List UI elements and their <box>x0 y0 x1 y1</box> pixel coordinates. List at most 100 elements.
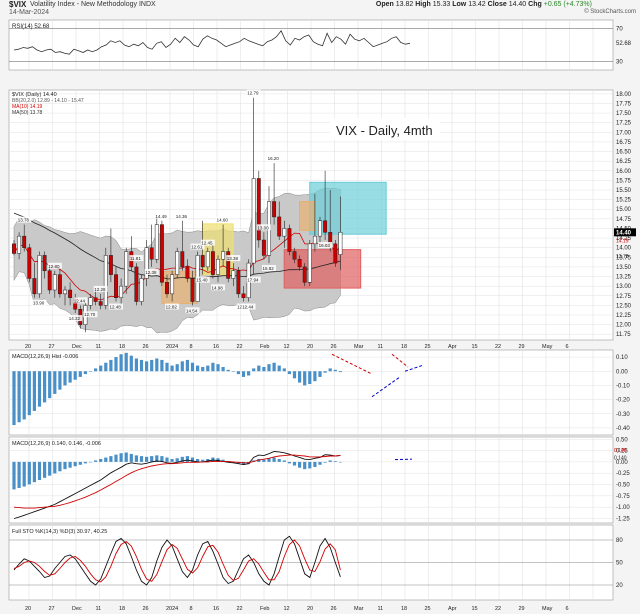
price-tick-label: 17.50 <box>616 111 632 117</box>
point-label: 12.45 <box>201 241 213 246</box>
point-label-bg <box>200 239 215 246</box>
point-label-bg <box>256 224 271 231</box>
candle-down <box>241 293 246 298</box>
macd-hist-tick-label: -0.20 <box>616 398 630 404</box>
macd-inner-bar <box>37 461 42 480</box>
candle-up <box>144 247 149 279</box>
price-x-tick-label: 16 <box>213 344 219 350</box>
macd-inner-bar <box>292 461 297 466</box>
price-x-tick-label: 15 <box>472 344 478 350</box>
macd-inner-bar <box>124 452 128 462</box>
point-label: 12.38 <box>145 270 157 275</box>
price-tick-label: 13.00 <box>616 284 632 290</box>
price-tick-label: 15.50 <box>616 188 632 194</box>
macd-hist-bar <box>247 371 251 376</box>
chg-value: +0.65 (+4.73%) <box>543 1 592 8</box>
macd-inner-bar <box>129 453 133 462</box>
chg-label: Chg <box>528 1 542 8</box>
macd-inner-bar <box>323 461 327 463</box>
point-label-bg <box>144 268 159 275</box>
macd-hist-bar <box>119 354 123 372</box>
macd-hist-bar <box>277 365 281 372</box>
point-label: 12.70 <box>84 312 96 317</box>
point-label-bg <box>262 265 276 272</box>
macd-inner-bar <box>78 461 82 465</box>
open-label: Open <box>375 1 394 8</box>
candle-down <box>292 251 297 260</box>
macd-inner-bar <box>160 456 164 462</box>
macd-hist-tick-label: -0.10 <box>616 383 630 389</box>
price-tick-label: 13.25 <box>616 275 632 281</box>
macd-hist-bar <box>338 371 342 373</box>
macd-inner-bar <box>155 455 159 462</box>
macd-hist-legend: MACD(12,26,9) Hist -0.006 <box>12 354 78 360</box>
macd-inner-bar <box>48 461 52 476</box>
macd-inner-bar <box>298 461 302 468</box>
price-tick-label: 12.75 <box>616 294 632 300</box>
candle-up <box>154 224 159 260</box>
macd-hist-bar <box>22 371 26 420</box>
macd-hist-bar <box>88 371 93 372</box>
price-x-tick-label: 20 <box>307 344 313 350</box>
candle-down <box>236 270 241 295</box>
candle-up <box>124 251 129 287</box>
point-label: 12.44 <box>74 298 86 303</box>
point-label: 12.82 <box>166 305 178 310</box>
price-tick-label: 11.75 <box>616 332 631 338</box>
bottom-x-tick-label: 12 <box>284 606 290 612</box>
candle-down <box>134 266 139 302</box>
point-label-bg <box>246 89 261 96</box>
point-label: 14.32 <box>69 316 81 321</box>
macd-inner-bar <box>88 461 93 463</box>
point-label: 16.20 <box>268 156 280 161</box>
bottom-x-tick-label: 11 <box>96 606 102 612</box>
rsi-tick-label: 70 <box>616 26 623 32</box>
macd-hist-bar <box>114 357 118 372</box>
macd-inner-bar <box>313 461 317 467</box>
macd-hist-bar <box>323 371 327 373</box>
macd-inner-bar <box>303 461 307 470</box>
stochastic-tick-label: 80 <box>616 538 623 544</box>
bottom-x-tick-label: Apr <box>448 606 457 612</box>
macd-hist-bar <box>318 371 322 377</box>
price-x-tick-label: 12 <box>284 344 290 350</box>
price-x-tick-label: 22 <box>237 344 243 350</box>
macd-inner-bar <box>134 455 138 462</box>
macd-inner-bar <box>94 460 98 462</box>
price-tick-label: 13.50 <box>616 265 632 271</box>
macd-inner-bar <box>206 458 210 462</box>
low-label: Low <box>452 1 467 8</box>
chart-title: VIX - Daily, 4mth <box>336 123 433 138</box>
candle-up <box>318 220 322 237</box>
price-x-tick-label: 6 <box>566 344 569 350</box>
point-label-bg <box>154 212 169 219</box>
candle-down <box>200 255 205 268</box>
candle-up <box>221 251 226 260</box>
macd-inner-bar <box>308 461 312 469</box>
macd-hist-bar <box>303 371 307 386</box>
price-tick-label: 16.75 <box>616 140 632 146</box>
macd-hist-bar <box>109 359 113 372</box>
high-value: 15.33 <box>432 1 451 8</box>
macd-hist-bar <box>180 361 184 372</box>
bottom-x-tick-label: 18 <box>119 606 125 612</box>
macd-hist-bar <box>17 371 21 423</box>
point-label-bg <box>241 303 256 310</box>
macd-hist-bar <box>43 371 47 403</box>
macd-hist-tick-label: 0.10 <box>616 355 628 361</box>
price-x-tick-label: 8 <box>190 344 193 350</box>
hist-trendline-red <box>391 353 409 368</box>
point-label: 12.79 <box>247 91 259 96</box>
last-price-label: 14.40 <box>616 230 632 236</box>
macd-inner-bar <box>58 461 62 472</box>
price-tick-label: 15.75 <box>616 178 632 184</box>
candle-up <box>205 251 210 268</box>
macd-inner-bar <box>32 461 36 483</box>
candle-down <box>226 251 231 279</box>
candle-up <box>103 255 108 306</box>
macd-inner-bar <box>63 461 67 470</box>
macd-hist-bar <box>170 365 174 372</box>
macd-inner-bar <box>68 461 72 468</box>
macd-inner-bar <box>262 459 266 462</box>
